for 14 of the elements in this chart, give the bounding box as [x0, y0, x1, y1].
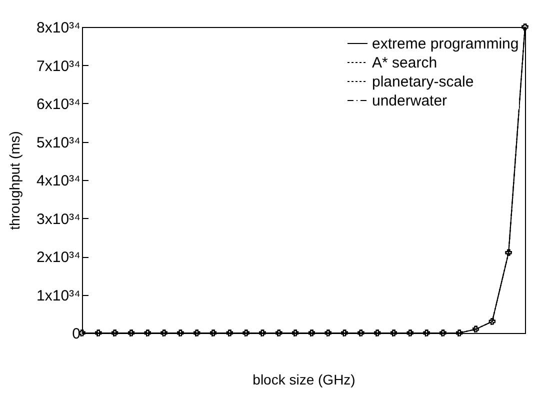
y-tick-label: 3x10³⁴	[36, 210, 80, 228]
y-tick-label: 5x10³⁴	[36, 134, 80, 152]
x-axis-title: block size (GHz)	[252, 372, 356, 388]
legend-label: planetary-scale	[372, 74, 474, 90]
y-tick-label: 6x10³⁴	[36, 96, 80, 113]
y-tick-label: 8x10³⁴	[36, 20, 80, 36]
legend-label: underwater	[372, 92, 448, 110]
y-tick-label: 4x10³⁴	[36, 172, 80, 190]
y-axis-title: throughput (ms)	[6, 131, 23, 230]
legend-label: extreme programming	[372, 36, 519, 52]
y-tick-label: 7x10³⁴	[36, 58, 80, 75]
legend-label: A* search	[372, 54, 438, 72]
y-tick-label: 2x10³⁴	[36, 249, 80, 266]
y-tick-label: 1x10³⁴	[36, 287, 80, 304]
